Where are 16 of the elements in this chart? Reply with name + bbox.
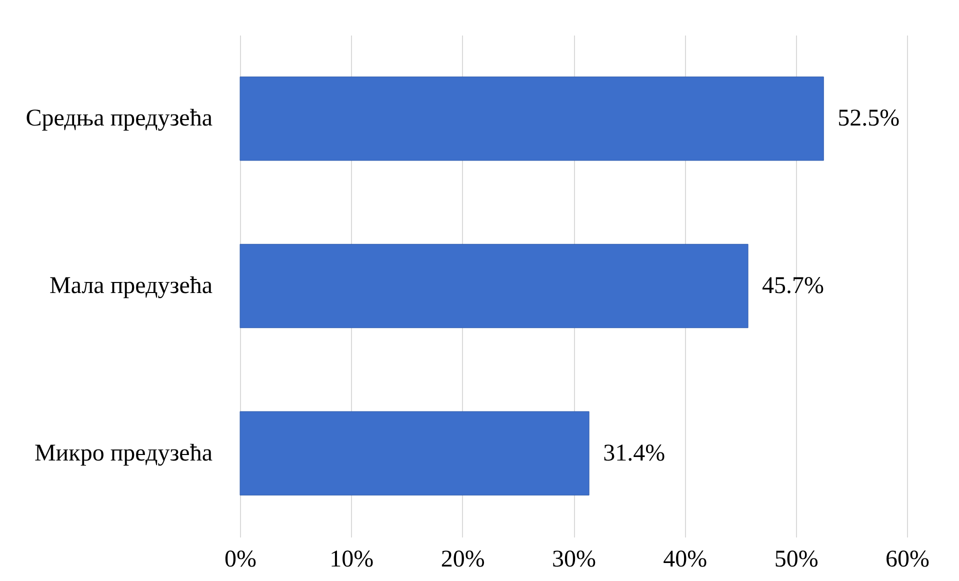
data-label: 52.5% — [838, 106, 900, 132]
bar — [240, 411, 590, 496]
x-tick-label: 30% — [552, 546, 596, 572]
data-label: 31.4% — [603, 440, 666, 466]
x-tick-label: 10% — [330, 546, 374, 572]
y-tick-label: Средња предузећа — [26, 106, 213, 132]
x-tick-label: 40% — [663, 546, 708, 572]
bar — [240, 244, 748, 328]
x-tick-label: 50% — [774, 546, 818, 572]
data-label: 45.7% — [762, 273, 824, 299]
x-tick-label: 60% — [886, 546, 930, 572]
y-tick-label: Микро предузећа — [34, 440, 213, 466]
x-tick-label: 20% — [440, 546, 485, 572]
bar — [240, 76, 824, 161]
x-tick-label: 0% — [224, 546, 256, 572]
y-tick-label: Мала предузећа — [49, 273, 213, 299]
